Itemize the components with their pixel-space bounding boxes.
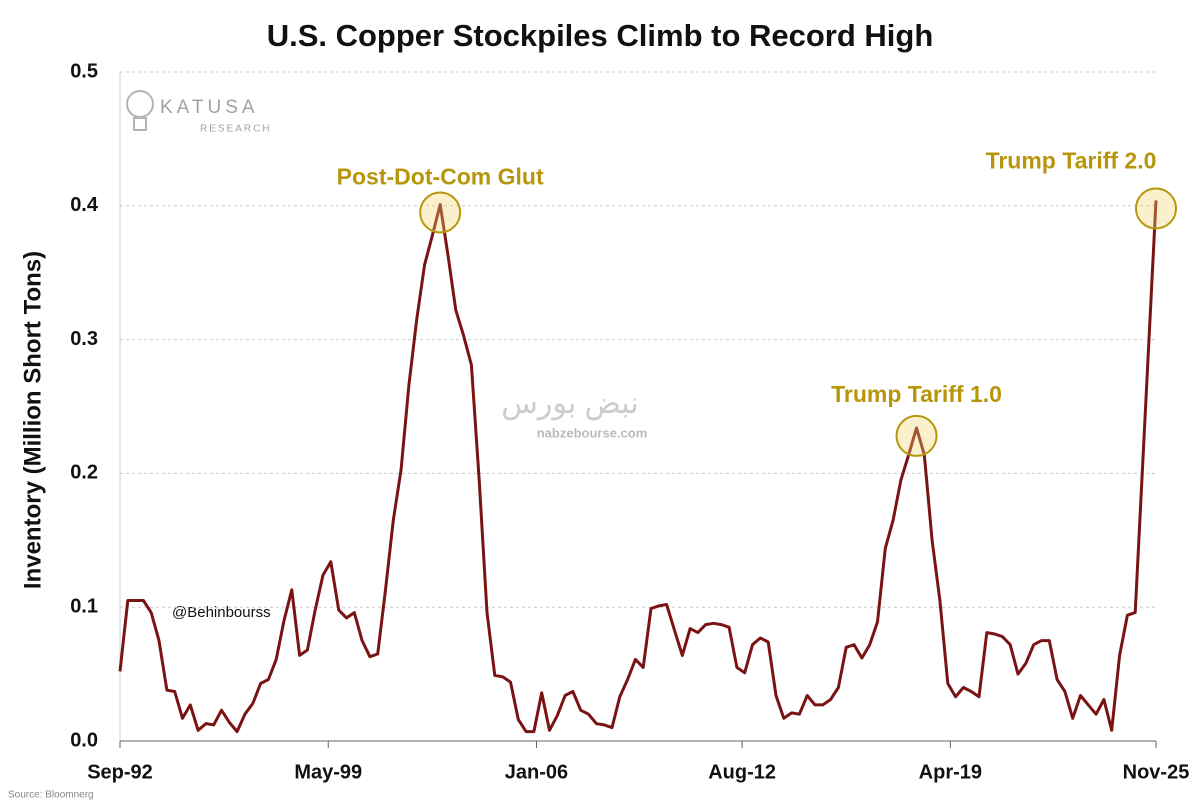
highlight-circle bbox=[419, 191, 462, 234]
x-tick-label: Jan-06 bbox=[505, 761, 568, 783]
y-tick-label: 0.5 bbox=[70, 60, 98, 82]
y-tick-label: 0.4 bbox=[70, 194, 99, 216]
highlight-circle bbox=[895, 414, 938, 457]
annotation: Post-Dot-Com Glut bbox=[337, 164, 544, 190]
x-tick-label: Apr-19 bbox=[919, 761, 982, 783]
y-tick-label: 0.3 bbox=[70, 328, 98, 350]
x-tick-label: Nov-25 bbox=[1123, 761, 1190, 783]
logo-text: KATUSA bbox=[160, 97, 259, 118]
annotation: Trump Tariff 2.0 bbox=[986, 148, 1157, 174]
x-tick-label: May-99 bbox=[294, 761, 362, 783]
watermark-brand: نبض بورس bbox=[501, 387, 638, 421]
annotation: Trump Tariff 1.0 bbox=[831, 381, 1002, 407]
logo: KATUSA RESEARCH bbox=[126, 90, 272, 135]
x-tick-label: Aug-12 bbox=[708, 761, 776, 783]
logo-subtext: RESEARCH bbox=[200, 124, 272, 135]
watermark-site: nabzebourse.com bbox=[537, 425, 648, 440]
y-axis-label: Inventory (Million Short Tons) bbox=[19, 251, 46, 589]
x-tick-label: Sep-92 bbox=[87, 761, 153, 783]
y-tick-label: 0.2 bbox=[70, 462, 98, 484]
y-tick-label: 0.1 bbox=[70, 595, 98, 617]
logo-base bbox=[133, 117, 147, 131]
data-line bbox=[118, 200, 1158, 734]
y-tick-label: 0.0 bbox=[70, 729, 98, 751]
chart-title: U.S. Copper Stockpiles Climb to Record H… bbox=[267, 18, 934, 53]
watermark-handle: @Behinbourss bbox=[172, 604, 271, 621]
source: Source: Bloomnerg bbox=[8, 790, 94, 801]
highlight-circle bbox=[1135, 187, 1177, 230]
